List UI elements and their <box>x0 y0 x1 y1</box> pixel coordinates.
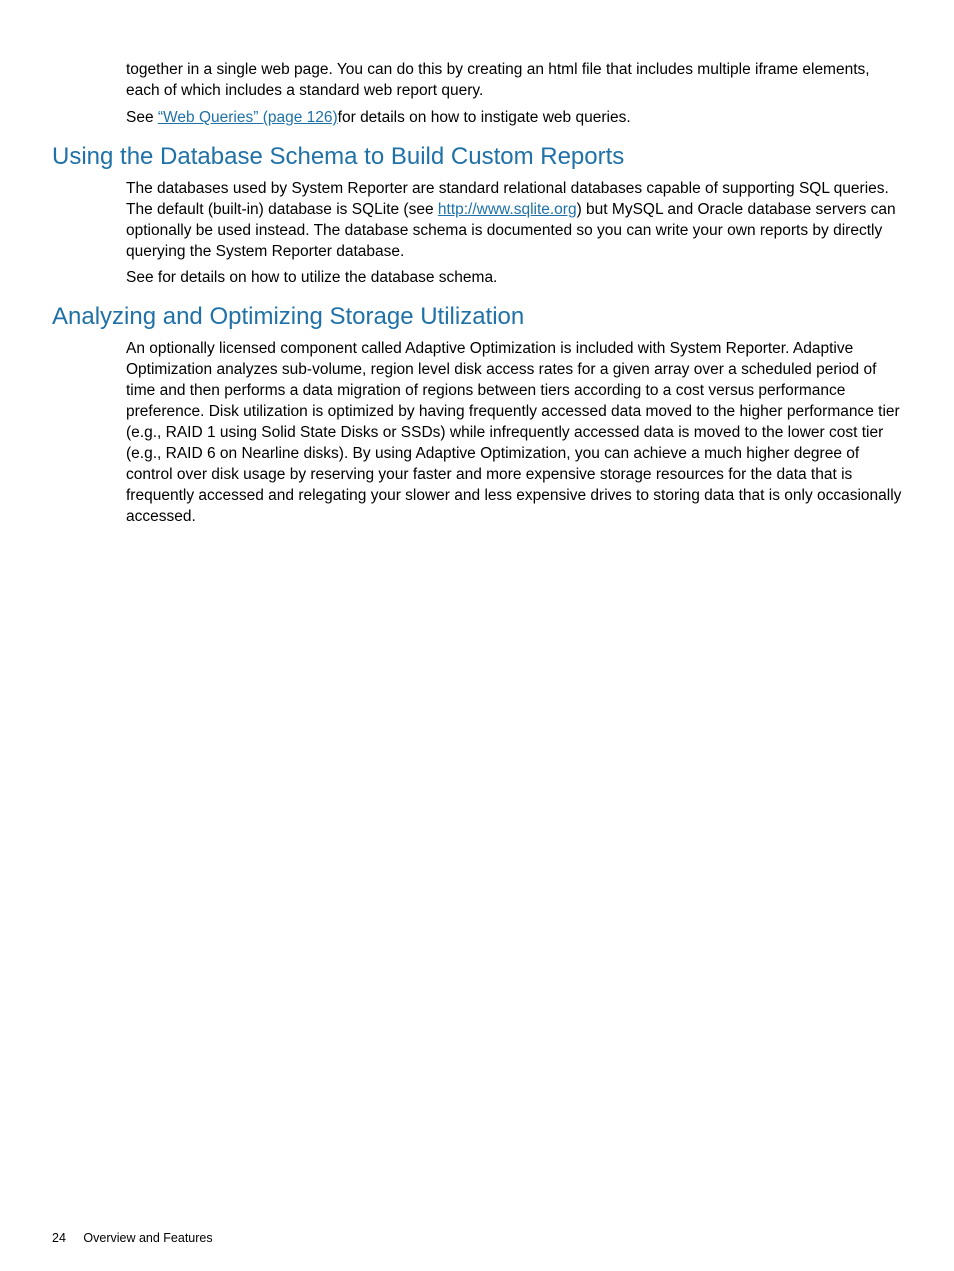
intro-paragraph-2: See “Web Queries” (page 126)for details … <box>126 108 902 129</box>
page-number: 24 <box>52 1231 66 1245</box>
page-footer: 24 Overview and Features <box>52 1231 213 1245</box>
intro-p2-text-a: See <box>126 109 158 126</box>
page-container: together in a single web page. You can d… <box>0 0 954 1271</box>
web-queries-link[interactable]: “Web Queries” (page 126) <box>158 109 338 126</box>
intro-p2-text-b: for details on how to instigate web quer… <box>338 109 631 126</box>
section1-paragraph-1: The databases used by System Reporter ar… <box>126 179 902 263</box>
sqlite-link[interactable]: http://www.sqlite.org <box>438 201 577 218</box>
heading-analyzing-optimizing: Analyzing and Optimizing Storage Utiliza… <box>52 303 902 331</box>
intro-paragraph-1: together in a single web page. You can d… <box>126 60 902 102</box>
section2-paragraph-1: An optionally licensed component called … <box>126 339 902 527</box>
chapter-title: Overview and Features <box>83 1231 212 1245</box>
section1-paragraph-2: See for details on how to utilize the da… <box>126 268 902 289</box>
heading-database-schema: Using the Database Schema to Build Custo… <box>52 143 902 171</box>
